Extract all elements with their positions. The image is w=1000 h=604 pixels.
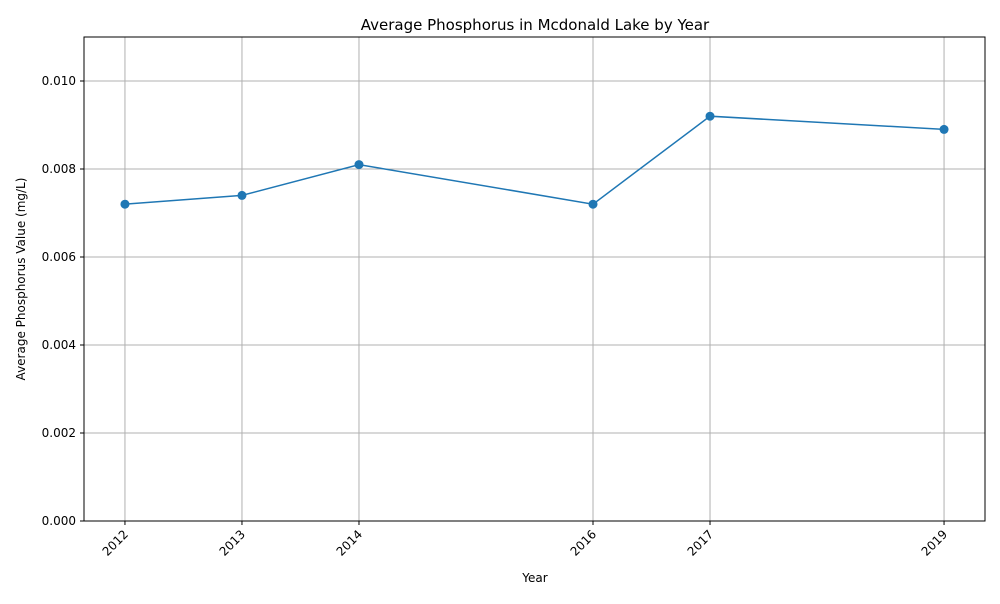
y-axis-label: Average Phosphorus Value (mg/L)	[14, 178, 28, 381]
data-point	[588, 199, 598, 209]
x-axis-label: Year	[521, 571, 547, 585]
series-line	[124, 115, 945, 205]
y-tick-label: 0.010	[42, 74, 76, 88]
data-point	[705, 111, 715, 121]
x-tick-label: 2017	[685, 527, 716, 558]
data-point	[120, 199, 130, 209]
x-axis-ticks: 2012 2013 2014 2016 2017 2019	[100, 521, 950, 559]
chart-title: Average Phosphorus in Mcdonald Lake by Y…	[361, 16, 710, 34]
grid-layer	[84, 37, 985, 522]
y-tick-label: 0.008	[42, 162, 76, 176]
y-tick-label: 0.004	[42, 338, 76, 352]
y-tick-label: 0.000	[42, 514, 76, 528]
x-tick-label: 2016	[568, 527, 599, 558]
data-point	[237, 190, 247, 200]
y-axis-ticks: 0.000 0.002 0.004 0.006 0.008 0.010	[42, 74, 84, 528]
x-tick-label: 2013	[217, 527, 248, 558]
data-point	[354, 160, 364, 170]
x-tick-label: 2019	[919, 527, 950, 558]
series-layer	[120, 111, 949, 209]
x-tick-label: 2014	[334, 527, 365, 558]
y-tick-label: 0.002	[42, 426, 76, 440]
plot-frame	[83, 36, 986, 522]
y-tick-label: 0.006	[42, 250, 76, 264]
x-tick-label: 2012	[100, 527, 131, 558]
data-point	[939, 124, 949, 134]
